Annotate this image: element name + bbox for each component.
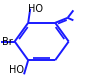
Text: HO: HO (9, 65, 24, 75)
Text: HO: HO (28, 4, 43, 14)
Text: Br: Br (2, 37, 12, 46)
